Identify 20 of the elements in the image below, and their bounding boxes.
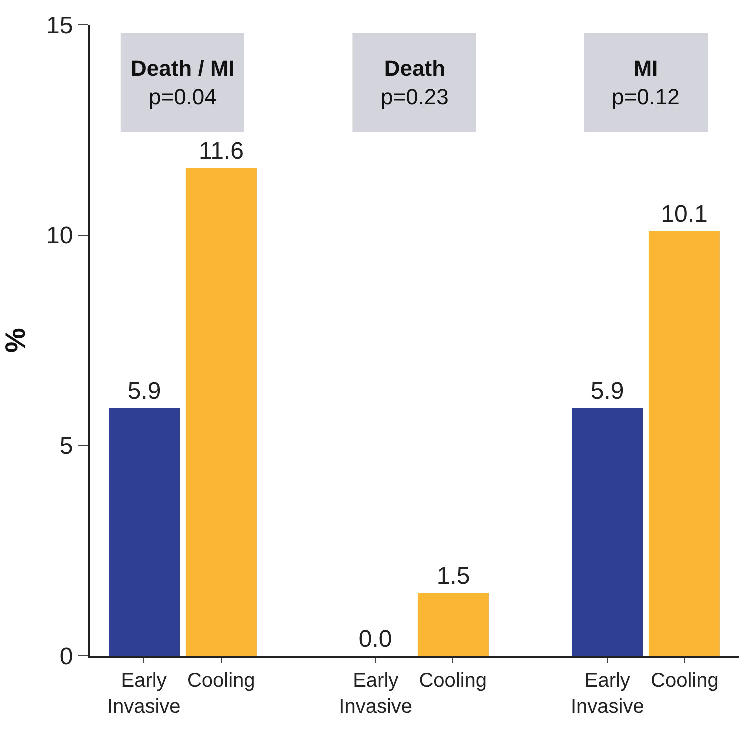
annotation: Death p=0.23 [381, 56, 449, 110]
data-label: 10.1 [661, 201, 708, 228]
x-tick-label: Early Invasive [339, 670, 413, 718]
annotation: MI p=0.12 [612, 56, 680, 110]
data-label: 0.0 [358, 626, 392, 653]
y-tick-label: 5 [60, 433, 74, 460]
x-tick-label: Cooling [419, 670, 488, 692]
x-tick-label: Early Invasive [570, 670, 644, 718]
annotation: Death / MI p=0.04 [131, 56, 235, 110]
x-tick-label: Cooling [187, 670, 256, 692]
data-label: 1.5 [436, 563, 470, 590]
y-tick-label: 15 [46, 12, 74, 40]
data-label: 5.9 [590, 378, 624, 405]
y-axis-title: % [0, 328, 31, 353]
data-label: 11.6 [199, 138, 244, 165]
x-tick-label: Cooling [651, 670, 719, 692]
y-tick-label: 10 [46, 222, 74, 250]
x-tick-label: Early Invasive [107, 670, 181, 718]
y-tick-label: 0 [60, 643, 74, 670]
data-label: 5.9 [128, 378, 162, 405]
